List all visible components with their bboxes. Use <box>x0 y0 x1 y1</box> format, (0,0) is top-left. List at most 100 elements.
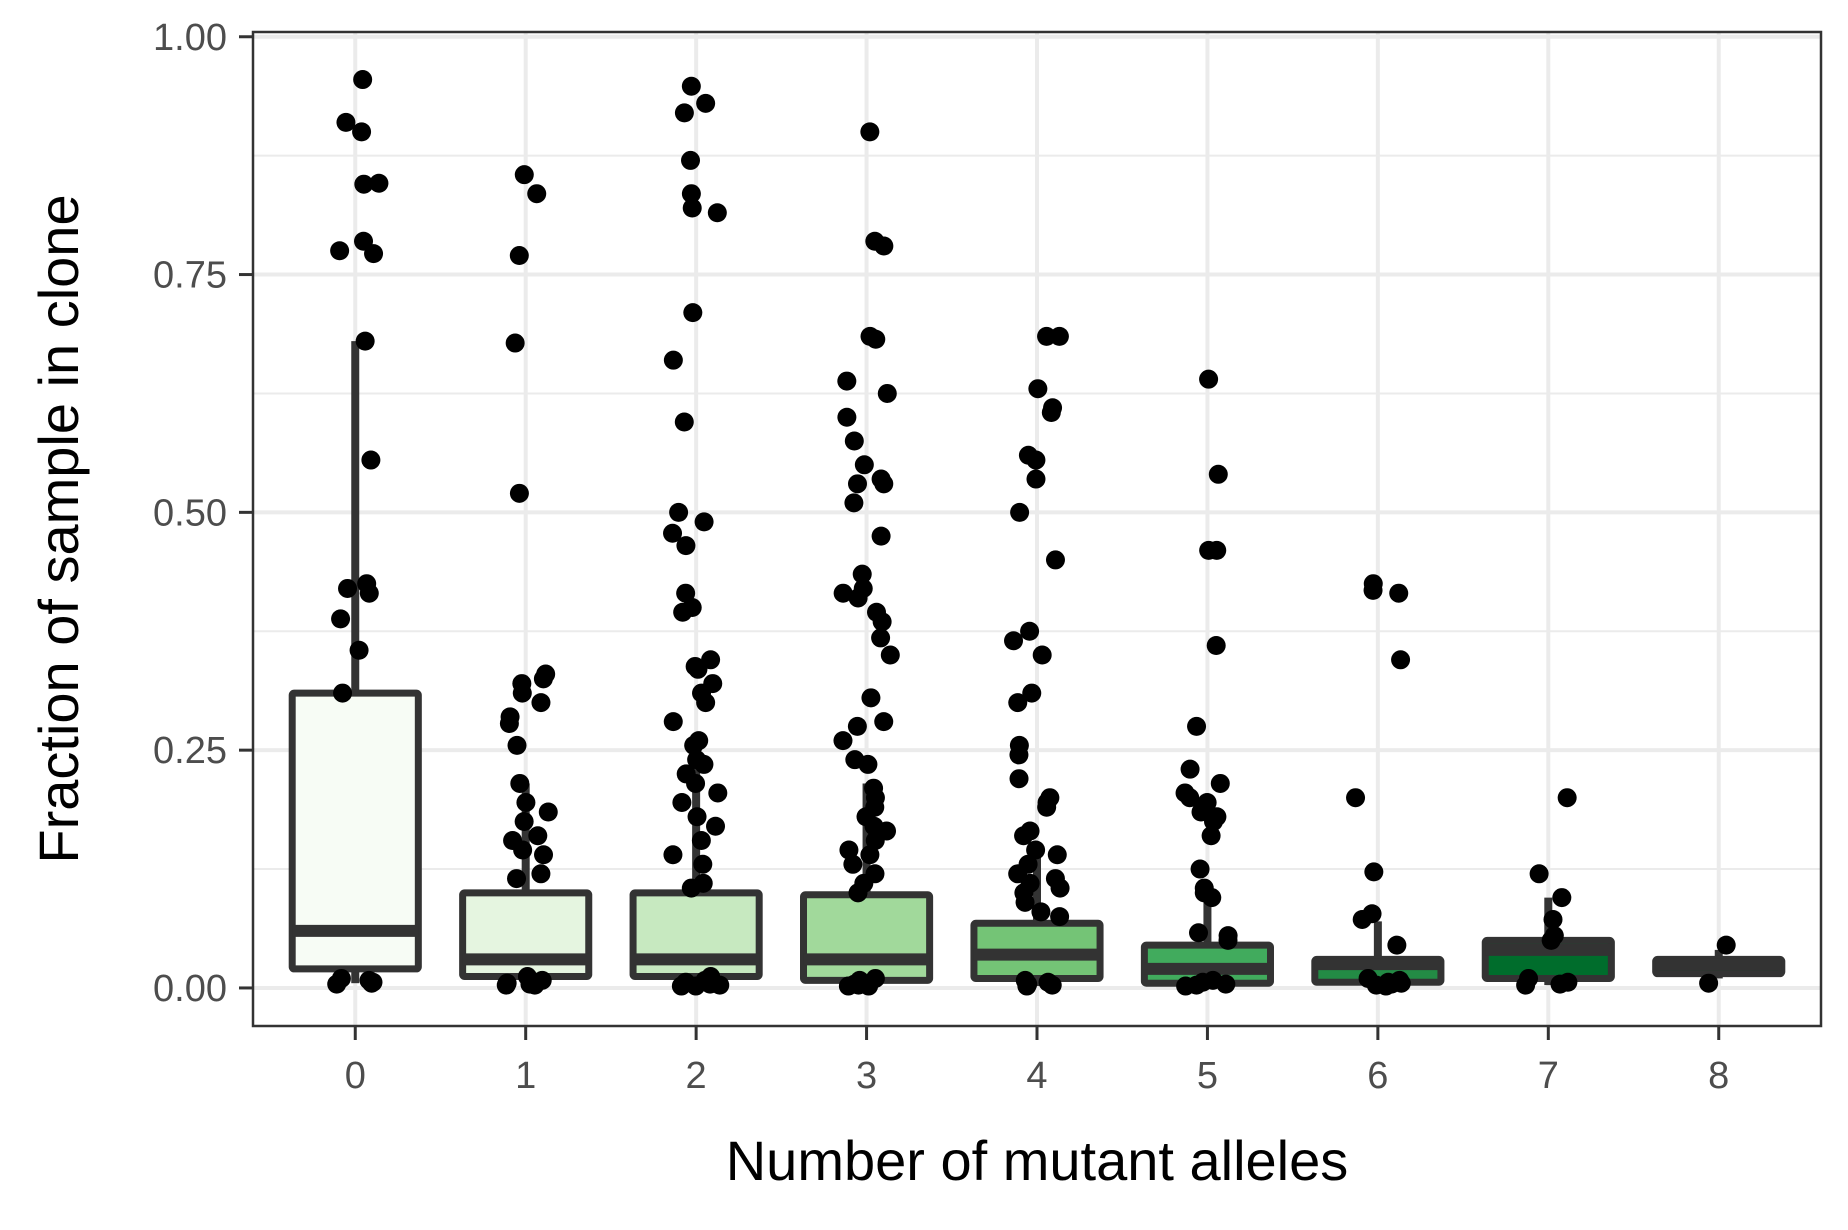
data-point <box>1199 369 1219 389</box>
data-point <box>336 112 356 132</box>
data-point <box>686 976 706 996</box>
data-point <box>694 512 714 532</box>
data-point <box>369 173 389 193</box>
data-point <box>1014 826 1034 846</box>
data-point <box>507 735 527 755</box>
data-point <box>874 712 894 732</box>
data-point <box>513 840 533 860</box>
data-point <box>871 628 891 648</box>
data-point <box>1716 935 1736 955</box>
data-point <box>838 976 858 996</box>
data-point <box>1047 845 1067 865</box>
data-point <box>681 184 701 204</box>
x-tick-label: 5 <box>1197 1055 1218 1097</box>
data-point <box>349 640 369 660</box>
data-point <box>1376 976 1396 996</box>
data-point <box>833 583 853 603</box>
data-point <box>510 773 530 793</box>
y-axis-title: Fraction of sample in clone <box>27 194 90 863</box>
data-point <box>852 564 872 584</box>
data-point <box>1017 976 1037 996</box>
data-point <box>706 816 726 836</box>
box-8 <box>1652 949 1786 979</box>
data-point <box>1041 402 1061 422</box>
data-point <box>1022 683 1042 703</box>
y-axis: 0.00 0.25 0.50 0.75 1.00 <box>153 17 253 1010</box>
data-point <box>1207 540 1227 560</box>
data-point <box>1176 976 1196 996</box>
data-point <box>833 731 853 751</box>
data-point <box>364 244 384 264</box>
data-point <box>693 854 713 874</box>
data-point <box>872 612 892 632</box>
data-point <box>1391 650 1411 670</box>
data-point <box>1042 975 1062 995</box>
data-point <box>673 602 693 622</box>
data-point <box>1037 797 1057 817</box>
data-point <box>871 526 891 546</box>
data-point <box>861 688 881 708</box>
x-tick-label: 1 <box>515 1055 536 1097</box>
data-point <box>671 976 691 996</box>
data-point <box>533 669 553 689</box>
data-point <box>1352 909 1372 929</box>
data-point <box>1364 862 1384 882</box>
data-point <box>1346 788 1366 808</box>
data-point <box>1037 326 1057 346</box>
data-point <box>509 246 529 266</box>
data-point <box>353 70 373 90</box>
data-point <box>839 840 859 860</box>
data-point <box>509 483 529 503</box>
data-point <box>525 975 545 995</box>
data-point <box>499 714 519 734</box>
data-point <box>1028 379 1048 399</box>
data-point <box>1203 811 1223 831</box>
data-point <box>1190 859 1210 879</box>
data-point <box>854 455 874 475</box>
data-point <box>837 371 857 391</box>
data-point <box>1009 745 1029 765</box>
x-tick-label: 7 <box>1538 1055 1559 1097</box>
data-point <box>531 864 551 884</box>
data-point <box>1208 464 1228 484</box>
data-point <box>847 474 867 494</box>
data-point <box>361 450 381 470</box>
data-point <box>1699 973 1719 993</box>
data-point <box>1187 716 1207 736</box>
data-point <box>694 754 714 774</box>
data-point <box>860 122 880 142</box>
data-point <box>1557 788 1577 808</box>
data-point <box>528 826 548 846</box>
data-point <box>1026 469 1046 489</box>
data-point <box>1020 621 1040 641</box>
data-point <box>843 854 863 874</box>
data-point <box>1004 631 1024 651</box>
data-point <box>1031 902 1051 922</box>
data-point <box>688 659 708 679</box>
box-5 <box>1140 892 1274 987</box>
data-point <box>848 588 868 608</box>
data-point <box>1363 580 1383 600</box>
box-body <box>800 891 934 984</box>
x-axis: 0 1 2 3 4 5 6 7 8 <box>345 1026 1729 1097</box>
box-body <box>288 689 422 973</box>
data-point <box>681 76 701 96</box>
y-tick-label: 0.75 <box>153 255 227 297</box>
data-point <box>1516 975 1536 995</box>
data-point <box>877 383 897 403</box>
x-tick-label: 6 <box>1367 1055 1388 1097</box>
x-tick-label: 0 <box>345 1055 366 1097</box>
data-point <box>674 103 694 123</box>
box-7 <box>1481 897 1615 986</box>
data-point <box>514 811 534 831</box>
data-point <box>338 578 358 598</box>
box-2 <box>629 759 763 987</box>
data-point <box>534 845 554 865</box>
data-point <box>355 331 375 351</box>
data-point <box>1216 974 1236 994</box>
boxes <box>288 341 1786 987</box>
data-point <box>874 236 894 256</box>
data-point <box>880 645 900 665</box>
data-point <box>1210 773 1230 793</box>
